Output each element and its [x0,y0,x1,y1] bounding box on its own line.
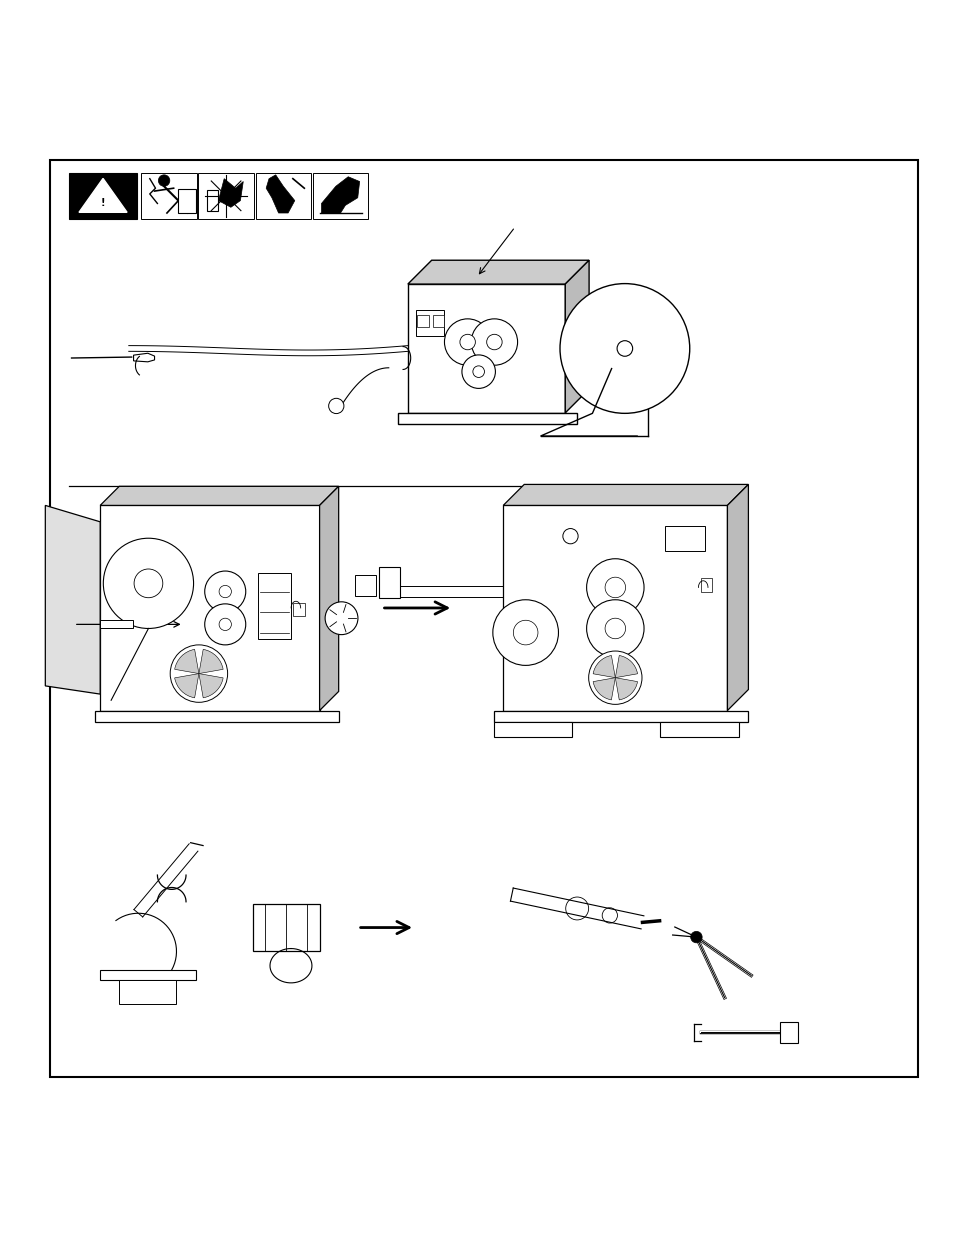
Wedge shape [615,678,637,700]
Circle shape [601,908,617,923]
Wedge shape [198,650,223,673]
Wedge shape [615,656,637,678]
Bar [253,904,319,951]
Bar [100,971,195,981]
Wedge shape [593,678,615,700]
Circle shape [586,600,643,657]
Bar [141,173,196,219]
Circle shape [328,399,343,414]
Bar [198,173,253,219]
Wedge shape [174,650,198,673]
Polygon shape [321,177,359,212]
Bar [207,190,218,211]
Bar [780,1023,797,1044]
Circle shape [325,601,357,635]
Text: !: ! [101,198,105,207]
Bar [659,722,738,737]
Bar [178,189,195,212]
Bar [416,310,443,336]
Bar [255,173,311,219]
Circle shape [471,319,517,366]
Bar [379,567,400,598]
Circle shape [205,571,246,613]
Bar [100,620,133,629]
Circle shape [586,558,643,616]
Circle shape [219,585,232,598]
Bar [355,574,375,595]
Circle shape [690,931,701,942]
Circle shape [559,284,689,414]
Circle shape [588,651,641,704]
Bar [398,412,577,425]
Polygon shape [46,505,100,694]
Circle shape [134,569,163,598]
Bar [258,573,291,638]
Circle shape [513,620,537,645]
Circle shape [565,897,588,920]
Circle shape [158,175,170,186]
Circle shape [604,577,625,598]
Polygon shape [218,179,243,207]
Wedge shape [593,656,615,678]
Circle shape [103,538,193,629]
Bar [293,603,304,616]
Polygon shape [319,487,338,710]
Bar [100,505,319,710]
Circle shape [562,529,578,543]
Polygon shape [79,178,127,212]
Bar [407,284,564,412]
Polygon shape [266,175,294,212]
Bar [700,578,711,592]
Polygon shape [407,261,589,284]
Circle shape [493,600,558,666]
Circle shape [170,645,228,703]
Bar [494,722,572,737]
Bar [119,981,176,1004]
Bar [494,710,748,722]
Circle shape [461,354,495,388]
Circle shape [219,619,232,631]
Wedge shape [174,673,198,698]
Bar [95,710,338,722]
Circle shape [486,335,501,350]
Circle shape [459,335,475,350]
Circle shape [617,341,632,356]
Circle shape [205,604,246,645]
Bar [416,315,428,326]
Bar [664,526,704,551]
Wedge shape [198,673,223,698]
Bar [432,315,443,326]
Bar [503,505,726,710]
Polygon shape [726,484,747,710]
Bar [69,173,137,219]
Bar [313,173,368,219]
Circle shape [444,319,490,366]
Circle shape [604,619,625,638]
Polygon shape [503,484,747,505]
Circle shape [473,366,484,378]
Polygon shape [133,353,154,362]
Polygon shape [100,487,338,505]
Polygon shape [564,261,589,412]
